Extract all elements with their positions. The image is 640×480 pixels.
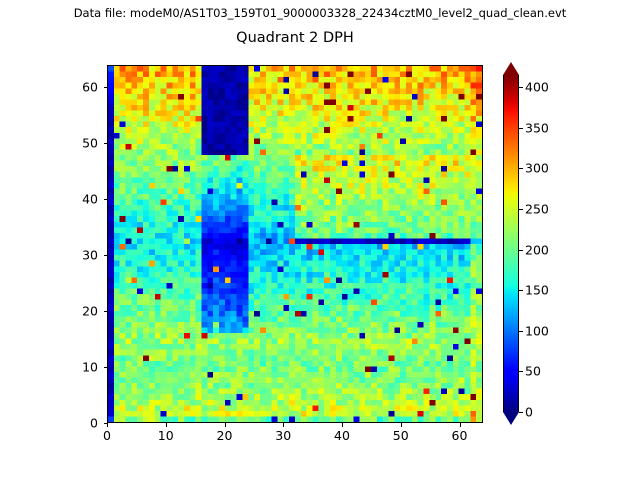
- x-tick-label-10: 10: [157, 428, 174, 443]
- x-tick-mark-10: [165, 423, 167, 427]
- x-tick-mark-40: [342, 423, 343, 427]
- x-tick-label-40: 40: [334, 428, 350, 443]
- y-tick-mark-40: [103, 199, 107, 201]
- dph-heatmap-axes: [107, 65, 483, 423]
- colorbar-tick-mark-100: [519, 330, 523, 332]
- colorbar-tick-label-350: 350: [525, 120, 549, 136]
- y-tick-mark-50: [103, 143, 107, 145]
- x-tick-label-30: 30: [275, 428, 292, 443]
- y-tick-label-30: 30: [82, 247, 98, 263]
- colorbar-tick-mark-250: [519, 208, 523, 210]
- colorbar-tick-label-0: 0: [525, 404, 533, 420]
- x-tick-label-0: 0: [103, 428, 111, 443]
- y-tick-mark-30: [103, 255, 107, 257]
- y-tick-label-50: 50: [82, 135, 98, 151]
- y-tick-mark-0: [103, 423, 107, 424]
- colorbar-tick-label-100: 100: [525, 323, 549, 339]
- y-tick-label-20: 20: [82, 303, 98, 319]
- page-title: Quadrant 2 DPH: [236, 30, 354, 46]
- colorbar-tick-label-150: 150: [525, 282, 549, 298]
- y-tick-mark-20: [103, 311, 107, 313]
- x-tick-mark-60: [459, 423, 461, 427]
- colorbar-extend-min-arrow: [503, 412, 519, 425]
- colorbar-tick-mark-0: [519, 412, 523, 413]
- x-tick-label-60: 60: [451, 428, 468, 443]
- colorbar-tick-label-200: 200: [525, 242, 549, 258]
- y-tick-mark-60: [103, 87, 107, 89]
- x-tick-label-50: 50: [392, 428, 409, 443]
- colorbar-tick-label-250: 250: [525, 201, 549, 217]
- y-tick-mark-10: [103, 367, 107, 369]
- colorbar-tick-label-50: 50: [525, 363, 541, 379]
- colorbar-tick-mark-400: [519, 87, 523, 89]
- colorbar-tick-mark-350: [519, 127, 523, 129]
- x-tick-label-20: 20: [216, 428, 233, 443]
- y-tick-label-10: 10: [82, 359, 98, 375]
- x-tick-mark-20: [224, 423, 226, 427]
- colorbar-tick-mark-50: [519, 371, 523, 373]
- x-tick-mark-0: [107, 423, 108, 427]
- data-file-suptitle: Data file: modeM0/AS1T03_159T01_90000033…: [73, 6, 567, 20]
- x-tick-mark-50: [400, 423, 402, 427]
- colorbar-tick-label-400: 400: [525, 79, 549, 95]
- colorbar-gradient: [503, 75, 519, 412]
- colorbar-tick-mark-300: [519, 168, 523, 170]
- y-tick-label-60: 60: [82, 79, 98, 95]
- x-tick-mark-30: [283, 423, 285, 427]
- colorbar: [503, 62, 519, 426]
- colorbar-tick-mark-150: [519, 290, 523, 292]
- dph-heatmap-image: [108, 66, 482, 422]
- y-tick-label-40: 40: [82, 191, 98, 207]
- colorbar-tick-mark-200: [519, 249, 523, 251]
- colorbar-tick-label-300: 300: [525, 160, 549, 176]
- y-tick-label-0: 0: [90, 415, 98, 431]
- colorbar-extend-max-arrow: [503, 62, 519, 75]
